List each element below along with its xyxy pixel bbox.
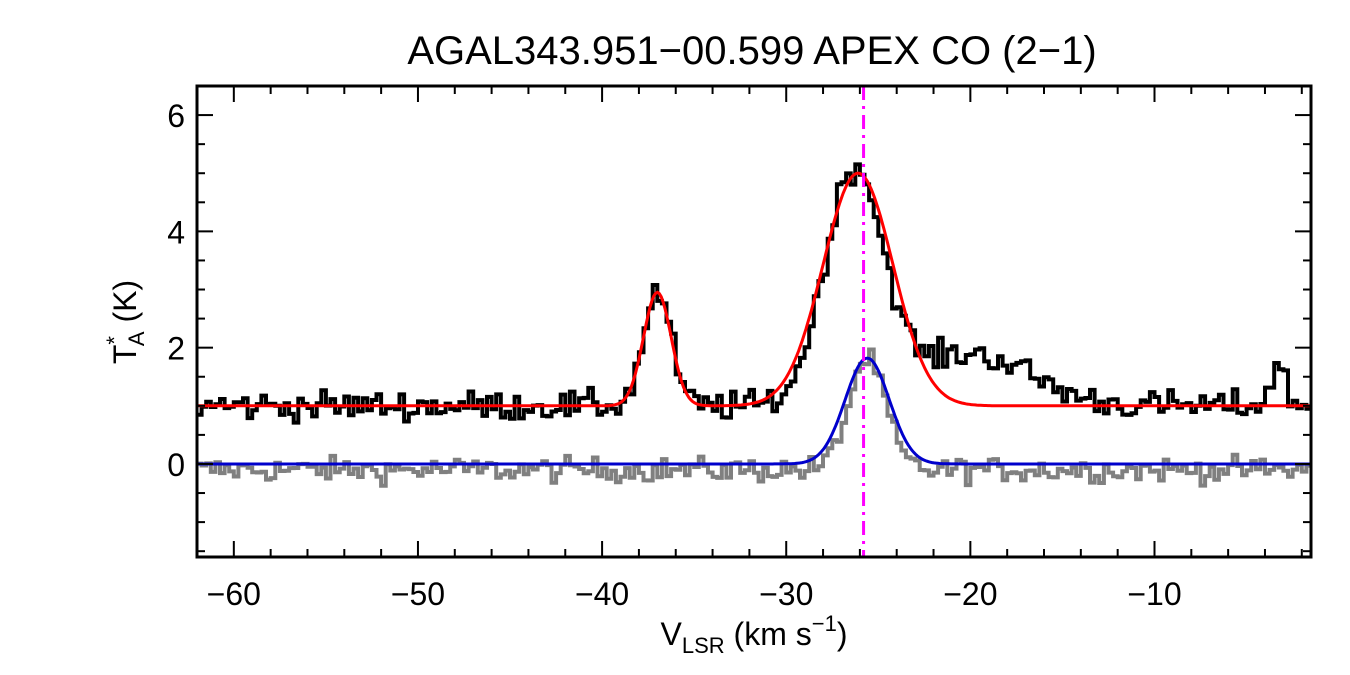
series-3-fit	[197, 356, 1311, 466]
svg-text:T*A (K): T*A (K)	[102, 280, 149, 364]
y-axis-label: T*A (K)	[102, 280, 149, 364]
x-tick-label: −50	[391, 576, 445, 612]
y-tick-label: 2	[167, 331, 185, 367]
x-tick-label: −30	[759, 576, 813, 612]
x-tick-label: −60	[207, 576, 261, 612]
series-1-fit	[197, 171, 1311, 408]
x-tick-label: −20	[943, 576, 997, 612]
x-axis-label: VLSR (km s−1)	[661, 611, 848, 658]
series-0-line	[197, 162, 1311, 425]
series-2-line	[197, 347, 1311, 488]
y-tick-label: 0	[167, 447, 185, 483]
x-tick-label: −40	[575, 576, 629, 612]
chart-title: AGAL343.951−00.599 APEX CO (2−1)	[407, 29, 1096, 73]
y-tick-label: 4	[167, 214, 185, 250]
svg-text:VLSR (km s−1): VLSR (km s−1)	[661, 611, 848, 658]
x-tick-label: −10	[1127, 576, 1181, 612]
plot-frame	[195, 84, 1313, 559]
y-tick-label: 6	[167, 98, 185, 134]
